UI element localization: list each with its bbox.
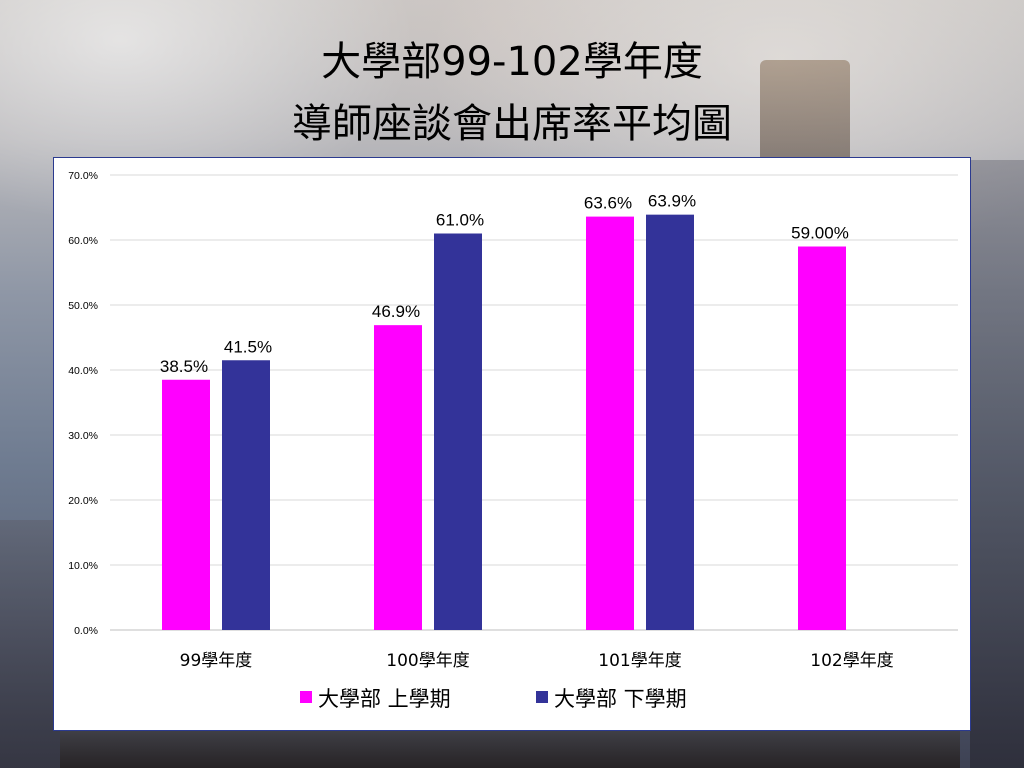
data-label: 41.5%	[224, 337, 272, 356]
background-ground	[60, 730, 960, 768]
bar-first-semester	[162, 379, 210, 630]
data-label: 63.9%	[648, 192, 696, 211]
x-category-label: 100學年度	[386, 651, 469, 671]
background-tower	[970, 160, 1024, 768]
slide-title-line1: 大學部99-102學年度	[321, 39, 703, 85]
x-category-label: 101學年度	[598, 651, 681, 671]
y-tick-label: 0.0%	[74, 625, 98, 637]
y-tick-label: 60.0%	[68, 235, 98, 247]
data-label: 46.9%	[372, 302, 420, 321]
background-structure	[0, 520, 60, 768]
data-label: 61.0%	[436, 211, 484, 230]
bar-first-semester	[374, 325, 422, 630]
data-label: 59.00%	[791, 224, 849, 243]
y-tick-label: 70.0%	[68, 170, 98, 182]
y-tick-label: 30.0%	[68, 430, 98, 442]
y-tick-label: 50.0%	[68, 300, 98, 312]
bar-second-semester	[434, 233, 482, 630]
legend-label: 大學部 下學期	[554, 687, 687, 711]
chart-panel: 0.0% 10.0% 20.0% 30.0% 40.0% 50.0% 60.0% 70.0% 3…	[53, 157, 971, 731]
bar-first-semester	[586, 216, 634, 630]
x-category-label: 102學年度	[810, 651, 893, 671]
legend-label: 大學部 上學期	[318, 687, 451, 711]
legend-swatch	[300, 691, 312, 703]
data-label: 38.5%	[160, 357, 208, 376]
legend-swatch	[536, 691, 548, 703]
bar-second-semester	[646, 214, 694, 630]
bar-chart: 0.0% 10.0% 20.0% 30.0% 40.0% 50.0% 60.0% 70.0% 3…	[68, 170, 958, 711]
bar-second-semester	[222, 360, 270, 630]
y-tick-label: 10.0%	[68, 560, 98, 572]
data-label: 63.6%	[584, 194, 632, 213]
y-tick-label: 40.0%	[68, 365, 98, 377]
y-tick-label: 20.0%	[68, 495, 98, 507]
x-category-label: 99學年度	[180, 651, 253, 671]
bar-first-semester	[798, 246, 846, 630]
slide-title-line2: 導師座談會出席率平均圖	[292, 101, 732, 147]
